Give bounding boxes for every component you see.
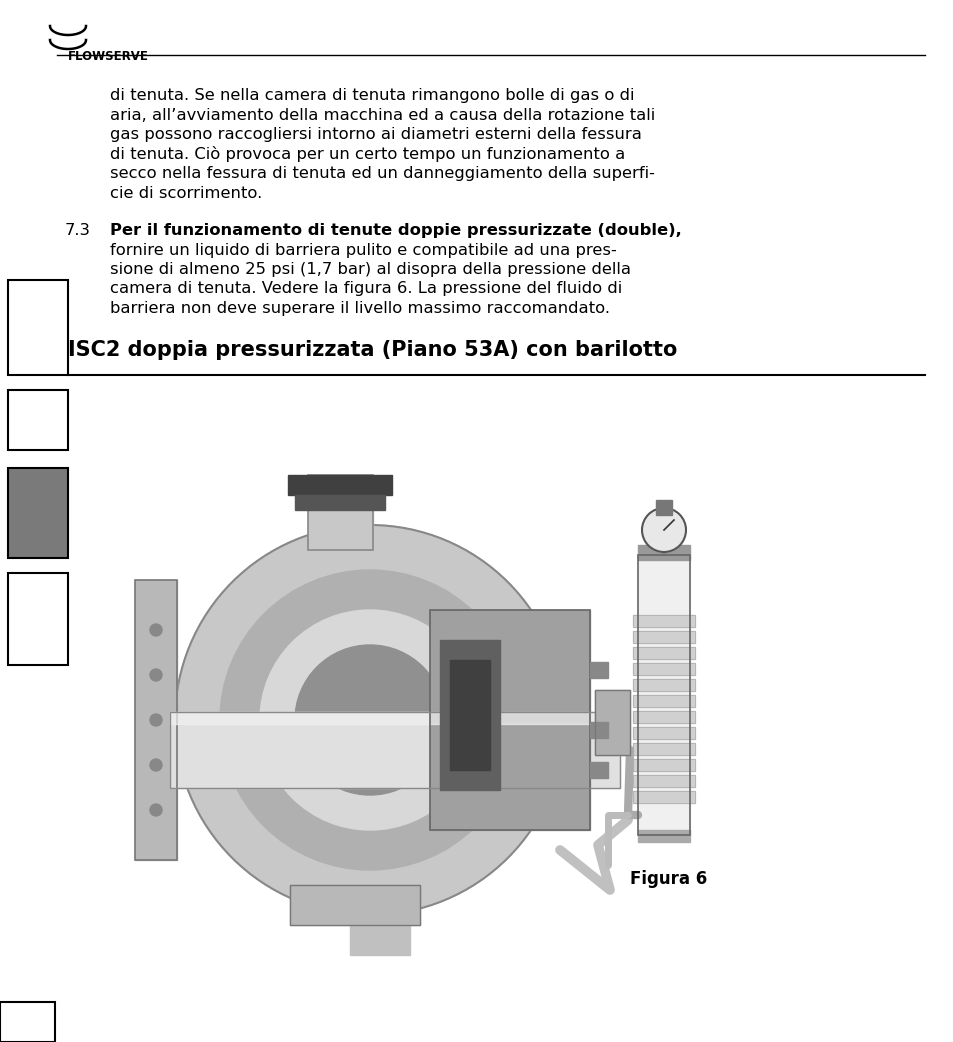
Bar xyxy=(638,555,689,835)
Bar xyxy=(633,727,695,739)
Bar xyxy=(633,695,695,708)
Circle shape xyxy=(294,645,444,795)
Bar xyxy=(439,640,499,790)
Bar xyxy=(633,711,695,723)
Bar xyxy=(633,711,695,723)
Circle shape xyxy=(220,570,519,870)
Bar xyxy=(638,545,689,560)
Bar xyxy=(170,712,619,788)
Bar xyxy=(450,660,490,770)
Bar xyxy=(633,615,695,627)
Bar xyxy=(633,743,695,755)
Bar xyxy=(638,555,689,835)
Bar xyxy=(633,615,695,627)
Bar xyxy=(633,631,695,643)
Bar xyxy=(8,468,68,559)
Circle shape xyxy=(150,624,162,636)
Bar xyxy=(0,1002,55,1042)
Text: barriera non deve superare il livello massimo raccomandato.: barriera non deve superare il livello ma… xyxy=(110,301,609,316)
Bar xyxy=(638,830,689,842)
Bar xyxy=(633,663,695,675)
Circle shape xyxy=(150,714,162,726)
Text: cie di scorrimento.: cie di scorrimento. xyxy=(110,185,262,200)
Text: di tenuta. Ciò provoca per un certo tempo un funzionamento a: di tenuta. Ciò provoca per un certo temp… xyxy=(110,147,624,163)
Text: secco nella fessura di tenuta ed un danneggiamento della superfi-: secco nella fessura di tenuta ed un dann… xyxy=(110,166,654,181)
Text: di tenuta. Se nella camera di tenuta rimangono bolle di gas o di: di tenuta. Se nella camera di tenuta rim… xyxy=(110,88,634,103)
Circle shape xyxy=(150,804,162,816)
Bar xyxy=(430,610,589,830)
Circle shape xyxy=(174,525,564,915)
Bar xyxy=(595,690,629,755)
Bar xyxy=(294,495,385,510)
Bar xyxy=(589,762,607,778)
Bar xyxy=(8,390,68,450)
Text: 7.3: 7.3 xyxy=(65,223,91,238)
Bar xyxy=(595,690,629,755)
Bar xyxy=(430,610,589,830)
Bar xyxy=(633,663,695,675)
Bar xyxy=(350,925,410,956)
Bar xyxy=(288,475,392,495)
Bar xyxy=(308,475,373,550)
Bar xyxy=(656,500,671,515)
Bar xyxy=(135,580,177,860)
Bar xyxy=(8,573,68,665)
Text: fornire un liquido di barriera pulito e compatibile ad una pres-: fornire un liquido di barriera pulito e … xyxy=(110,243,616,257)
Text: gas possono raccogliersi intorno ai diametri esterni della fessura: gas possono raccogliersi intorno ai diam… xyxy=(110,127,641,142)
Bar xyxy=(633,775,695,787)
Bar xyxy=(589,722,607,738)
Bar xyxy=(633,647,695,659)
Text: Figura 6: Figura 6 xyxy=(629,870,706,888)
Bar xyxy=(170,712,619,788)
Text: Per il funzionamento di tenute doppie pressurizzate (double),: Per il funzionamento di tenute doppie pr… xyxy=(110,223,681,238)
Text: 86: 86 xyxy=(18,1015,37,1029)
Text: ISC2 doppia pressurizzata (Piano 53A) con barilotto: ISC2 doppia pressurizzata (Piano 53A) co… xyxy=(68,341,677,361)
Bar xyxy=(290,885,419,925)
Circle shape xyxy=(641,508,685,552)
Bar xyxy=(633,727,695,739)
Bar xyxy=(170,712,619,724)
Bar xyxy=(633,679,695,691)
Text: sione di almeno 25 psi (1,7 bar) al disopra della pressione della: sione di almeno 25 psi (1,7 bar) al diso… xyxy=(110,262,630,277)
Bar xyxy=(135,580,177,860)
Bar xyxy=(290,885,419,925)
Text: aria, all’avviamento della macchina ed a causa della rotazione tali: aria, all’avviamento della macchina ed a… xyxy=(110,107,655,123)
Bar xyxy=(633,775,695,787)
Bar xyxy=(633,679,695,691)
Bar xyxy=(633,759,695,771)
Bar xyxy=(633,631,695,643)
Bar xyxy=(633,647,695,659)
Bar xyxy=(589,662,607,678)
Circle shape xyxy=(260,610,479,830)
Circle shape xyxy=(150,759,162,771)
Bar xyxy=(633,695,695,708)
Bar xyxy=(633,743,695,755)
Bar xyxy=(633,791,695,803)
Bar xyxy=(633,759,695,771)
Circle shape xyxy=(150,669,162,681)
Bar xyxy=(8,280,68,375)
Bar xyxy=(633,791,695,803)
Text: FLOWSERVE: FLOWSERVE xyxy=(68,50,149,63)
Bar xyxy=(308,475,373,550)
Text: camera di tenuta. Vedere la figura 6. La pressione del fluido di: camera di tenuta. Vedere la figura 6. La… xyxy=(110,281,621,297)
